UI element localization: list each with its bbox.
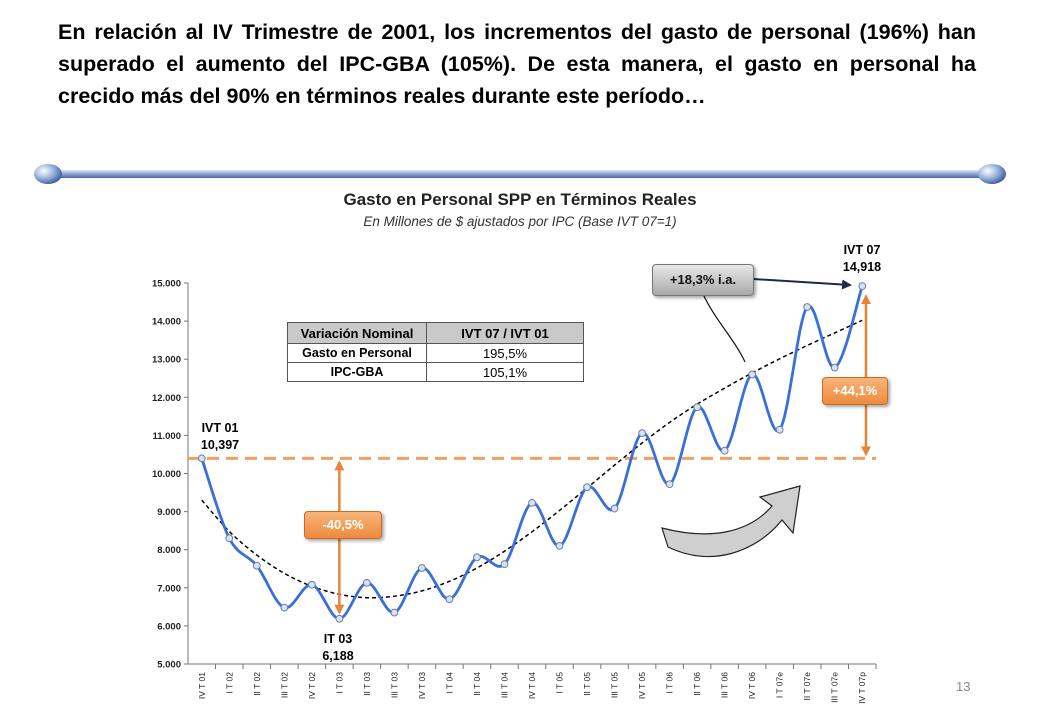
- decrease-callout: -40,5%: [304, 511, 382, 539]
- yoy-arrow: [752, 278, 852, 290]
- page-number: 13: [956, 679, 971, 694]
- x-tick-label: III T 03: [389, 672, 399, 698]
- table-cell-label: Gasto en Personal: [287, 343, 427, 363]
- y-tick-label: 13.000: [152, 355, 181, 366]
- x-tick-label: IV T 02: [307, 672, 317, 699]
- data-point: [555, 541, 564, 550]
- curved-arrow: [661, 485, 801, 558]
- last-point-label: IVT 07 14,918: [830, 242, 894, 276]
- first-point-label: IVT 01 10,397: [190, 420, 250, 454]
- data-point: [720, 446, 729, 455]
- x-tick-label: III T 06: [720, 672, 730, 698]
- y-tick-label: 14.000: [152, 317, 181, 328]
- y-tick-label: 11.000: [152, 431, 181, 442]
- table-header-value: IVT 07 / IVT 01: [426, 322, 584, 344]
- variation-table: Variación Nominal IVT 07 / IVT 01 Gasto …: [287, 322, 584, 382]
- yoy-pointer: [702, 293, 746, 363]
- data-point: [665, 480, 674, 489]
- x-tick-label: II T 06: [692, 672, 702, 696]
- y-tick-label: 6.000: [157, 621, 181, 632]
- divider-bar: [34, 164, 1006, 184]
- x-tick-label: II T 04: [472, 672, 482, 696]
- table-row: Gasto en Personal 195,5%: [287, 343, 584, 363]
- data-point: [390, 608, 399, 617]
- x-tick-label: I T 07e: [775, 672, 785, 698]
- data-point: [362, 578, 371, 587]
- x-tick-label: I T 03: [334, 672, 344, 694]
- table-cell-value: 105,1%: [426, 362, 584, 382]
- y-tick-label: 12.000: [152, 393, 181, 404]
- data-point: [830, 363, 839, 372]
- data-point: [803, 303, 812, 311]
- table-cell-label: IPC-GBA: [287, 362, 427, 382]
- data-point: [280, 603, 289, 612]
- table-header-label: Variación Nominal: [287, 322, 427, 344]
- yoy-callout: +18,3% i.a.: [652, 264, 754, 296]
- data-point: [473, 553, 481, 562]
- x-tick-label: II T 02: [252, 672, 262, 696]
- data-point: [225, 534, 234, 543]
- last-point-value: 14,918: [842, 260, 882, 274]
- min-point-value: 6,188: [322, 649, 354, 663]
- data-point: [307, 580, 316, 589]
- x-tick-label: III T 05: [610, 672, 620, 698]
- data-point: [528, 498, 536, 507]
- x-tick-label: III T 04: [499, 672, 509, 698]
- data-point: [583, 483, 591, 492]
- table-row: IPC-GBA 105,1%: [287, 362, 584, 382]
- chart-title: Gasto en Personal SPP en Términos Reales: [343, 190, 697, 209]
- x-tick-label: III T 02: [279, 672, 289, 698]
- data-point: [775, 425, 784, 434]
- first-point-name: IVT 01: [201, 421, 239, 435]
- y-tick-label: 7.000: [157, 583, 181, 594]
- data-point: [610, 504, 619, 513]
- x-tick-label: III T 07e: [830, 672, 840, 703]
- data-point: [445, 595, 454, 604]
- data-point: [252, 561, 261, 570]
- data-point: [858, 282, 867, 291]
- data-point: [335, 614, 344, 623]
- min-point-name: IT 03: [323, 632, 353, 646]
- data-point: [197, 454, 206, 463]
- x-tick-label: I T 06: [665, 672, 675, 694]
- x-tick-label: IV T 04: [527, 672, 537, 699]
- increase-callout: +44,1%: [822, 377, 888, 405]
- x-tick-label: IV T 01: [197, 672, 207, 699]
- x-tick-label: IV T 07p: [857, 672, 867, 704]
- data-point: [418, 564, 426, 572]
- x-tick-label: II T 05: [582, 672, 592, 696]
- y-tick-label: 8.000: [157, 545, 181, 556]
- data-point: [500, 560, 509, 569]
- y-tick-label: 5.000: [157, 660, 181, 671]
- last-point-name: IVT 07: [843, 243, 881, 257]
- x-tick-label: IV T 05: [637, 672, 647, 699]
- x-tick-label: I T 04: [444, 672, 454, 694]
- x-tick-label: IV T 03: [417, 672, 427, 699]
- data-point: [748, 370, 757, 379]
- table-cell-value: 195,5%: [426, 343, 584, 363]
- headline: En relación al IV Trimestre de 2001, los…: [58, 20, 976, 108]
- x-tick-label: II T 07e: [802, 672, 812, 701]
- min-point-label: IT 03 6,188: [308, 631, 368, 665]
- x-tick-label: I T 02: [224, 672, 234, 694]
- chart-subtitle: En Millones de $ ajustados por IPC (Base…: [363, 214, 677, 229]
- y-tick-label: 15.000: [152, 279, 181, 290]
- data-point: [638, 429, 646, 438]
- y-tick-label: 10.000: [152, 469, 181, 480]
- data-point: [693, 403, 702, 412]
- x-tick-label: IV T 06: [747, 672, 757, 699]
- x-tick-label: II T 03: [362, 672, 372, 696]
- y-tick-label: 9.000: [157, 507, 181, 518]
- first-point-value: 10,397: [200, 438, 240, 452]
- x-tick-label: I T 05: [555, 672, 565, 694]
